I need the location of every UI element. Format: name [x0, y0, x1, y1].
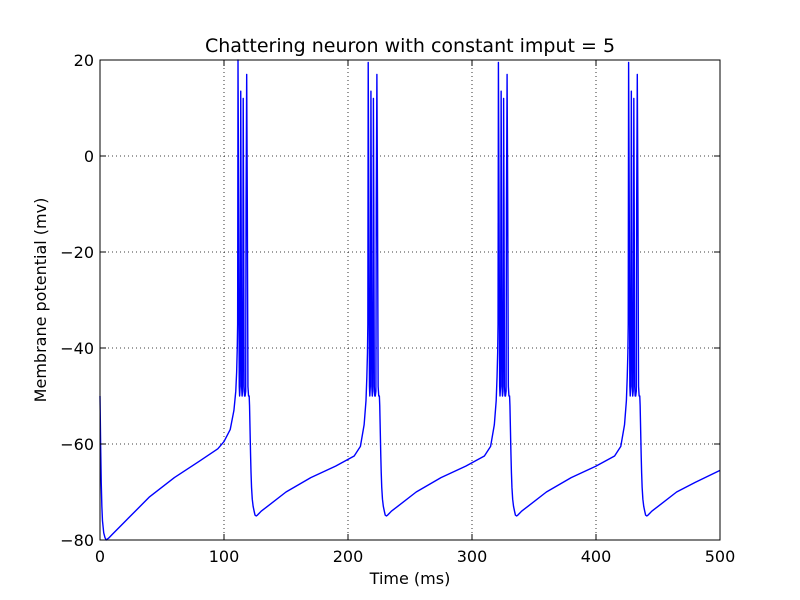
- x-tick-label: 300: [457, 547, 488, 566]
- x-tick-label: 0: [95, 547, 105, 566]
- x-axis-title: Time (ms): [369, 569, 451, 588]
- chart-title: Chattering neuron with constant imput = …: [205, 35, 615, 57]
- y-axis-title: Membrane potential (mv): [31, 198, 50, 403]
- y-tick-label: −60: [60, 435, 94, 454]
- y-tick-label: 0: [84, 147, 94, 166]
- y-tick-label: −40: [60, 339, 94, 358]
- grid-lines: [100, 60, 720, 540]
- x-tick-label: 200: [333, 547, 364, 566]
- x-tick-label: 500: [705, 547, 736, 566]
- y-tick-label: 20: [74, 51, 94, 70]
- x-tick-label: 100: [209, 547, 240, 566]
- axis-ticks: 0 100 200 300 400 500 −80 −60 −40 −20 0 20: [60, 51, 735, 566]
- plot-frame: [99, 59, 721, 541]
- plot-series: [99, 59, 721, 541]
- membrane-potential-line: [99, 59, 721, 541]
- y-tick-label: −20: [60, 243, 94, 262]
- x-tick-label: 400: [581, 547, 612, 566]
- y-tick-label: −80: [60, 531, 94, 550]
